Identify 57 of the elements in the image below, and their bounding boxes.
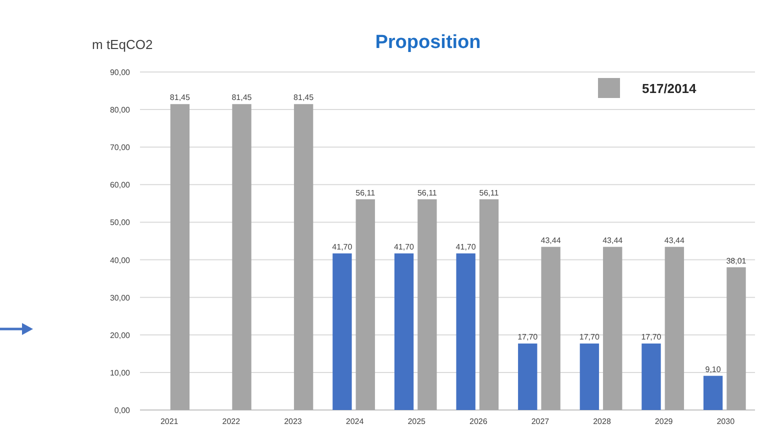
x-tick-label: 2023 [284,417,302,426]
x-tick-label: 2025 [408,417,426,426]
bar [356,199,375,410]
bar [726,267,746,410]
y-tick-label: 70,00 [110,143,131,152]
y-tick-label: 40,00 [110,256,131,265]
data-label: 43,44 [602,236,624,245]
bar [518,344,538,410]
bar [232,104,252,410]
x-tick-label: 2022 [222,417,241,426]
x-tick-label: 2024 [346,417,364,426]
data-label: 38,01 [726,256,747,266]
x-tick-label: 2026 [470,417,488,426]
data-label: 81,45 [170,93,191,102]
x-tick-label: 2028 [593,417,612,426]
bar [332,253,352,410]
y-tick-label: 60,00 [110,180,131,190]
data-label: 81,45 [232,93,252,102]
y-tick-label: 0,00 [114,406,131,415]
data-label: 41,70 [394,242,415,252]
y-tick-label: 50,00 [110,218,131,228]
bar [642,344,661,410]
data-label: 43,44 [540,236,562,245]
bar [541,246,560,410]
bar [170,104,190,410]
data-label: 17,70 [579,332,600,342]
data-label: 17,70 [641,332,662,342]
data-label: 56,11 [417,188,438,198]
x-tick-label: 2027 [531,417,550,426]
data-label: 9,10 [705,364,722,374]
bar [603,246,622,410]
y-tick-label: 20,00 [110,330,131,340]
y-tick-label: 10,00 [110,368,131,378]
x-tick-label: 2029 [654,417,674,426]
data-label: 56,11 [479,188,500,198]
x-tick-label: 2021 [160,417,179,426]
data-label: 41,70 [332,242,353,252]
data-label: 17,70 [518,332,538,342]
data-label: 41,70 [456,242,476,252]
chart-title: Proposition [375,32,481,53]
x-tick-label: 2030 [716,417,736,426]
y-tick-label: 90,00 [110,68,131,77]
data-label: 56,11 [356,188,376,198]
bar [580,344,600,410]
bar [479,199,499,410]
y-tick-label: 80,00 [110,106,131,115]
data-label: 81,45 [294,93,314,102]
data-label: 43,44 [664,236,685,245]
bar [456,253,476,410]
y-tick-label: 30,00 [110,293,131,302]
bar [418,199,437,410]
bar [294,104,314,410]
bar [703,376,723,410]
legend-label: 517/2014 [642,81,697,96]
bar [394,253,414,410]
y-axis-title: m tEqCO2 [92,37,153,52]
bar [664,246,684,410]
